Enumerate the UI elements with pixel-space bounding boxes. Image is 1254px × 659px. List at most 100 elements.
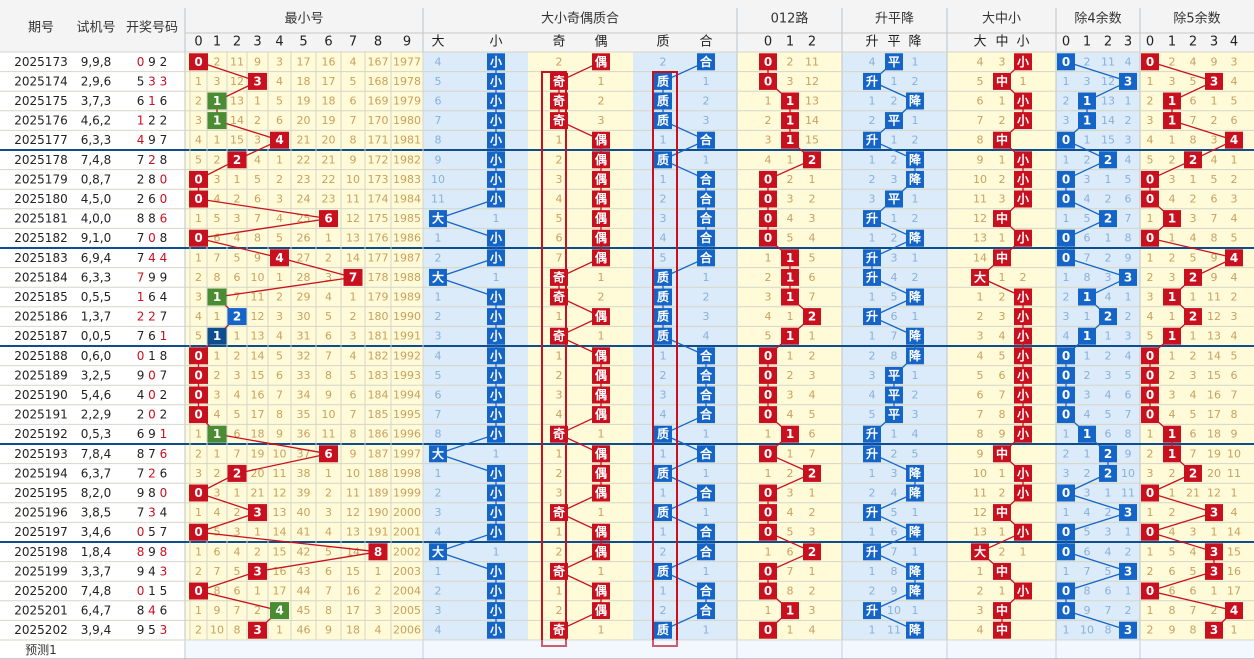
ud-marker (885, 406, 903, 424)
pc-marker (654, 425, 672, 443)
draw-digit: 0 (144, 368, 155, 382)
pc-label: 合 (700, 191, 713, 206)
min-number-marker (343, 268, 363, 286)
pc-miss: 4 (660, 408, 667, 421)
pc-marker (697, 249, 715, 267)
draw-number: 1 6 4 (137, 290, 168, 304)
mod5-miss: 11 (1227, 467, 1241, 480)
min-miss: 3 (325, 506, 332, 519)
min-miss: 3 (195, 467, 202, 480)
mod4-marker (1057, 131, 1075, 149)
mod5-label: 2 (1189, 270, 1197, 284)
bms-miss: 5 (999, 349, 1006, 362)
draw-digit: 1 (144, 94, 155, 108)
mod4-marker (1078, 112, 1096, 130)
bms-marker (1014, 151, 1032, 169)
mod5-miss: 2 (1211, 114, 1218, 127)
min-miss: 9 (276, 428, 283, 441)
oe-marker (592, 170, 610, 188)
min-miss: 5 (234, 251, 241, 264)
mod4-miss: 1 (1063, 212, 1070, 225)
bms-miss: 2 (999, 545, 1006, 558)
r012-miss: 5 (787, 526, 794, 539)
oe-miss: 1 (598, 624, 605, 637)
min-miss: 2 (254, 114, 261, 127)
min-number-label: 4 (275, 251, 283, 265)
min-miss: 9 (325, 389, 332, 402)
min-miss: 7 (234, 291, 241, 304)
ud-label: 升 (866, 269, 878, 284)
min-miss: 6 (214, 545, 221, 558)
ud-marker (906, 151, 924, 169)
mod5-miss: 1 (1231, 624, 1238, 637)
ud-marker (863, 445, 881, 463)
min-miss: 26 (297, 232, 311, 245)
r012-label: 0 (764, 55, 772, 69)
ud-miss: 11 (887, 624, 901, 637)
pc-miss: 3 (660, 212, 667, 225)
draw-digit: 6 (137, 94, 145, 108)
min-miss: 2 (195, 624, 202, 637)
min-miss: 1979 (393, 95, 421, 108)
ud-miss: 7 (891, 545, 898, 558)
period-cell: 2025189 (14, 368, 67, 382)
pc-label: 质 (657, 563, 669, 578)
mod5-miss: 11 (1207, 291, 1221, 304)
pc-miss: 5 (660, 251, 667, 264)
r012-miss: 4 (787, 408, 794, 421)
mod5-marker (1205, 504, 1223, 522)
min-number-marker (189, 523, 208, 541)
trial-cell: 3,8,5 (81, 506, 112, 520)
mod4-label: 0 (1062, 55, 1070, 69)
subheader-min-5: 5 (299, 35, 307, 50)
bms-miss: 3 (999, 193, 1006, 206)
min-number-marker (227, 464, 247, 482)
min-miss: 11 (322, 428, 336, 441)
bs-label: 小 (490, 152, 502, 167)
mod4-miss: 4 (1125, 349, 1132, 362)
bms-marker (993, 562, 1011, 580)
bms-marker (1014, 229, 1032, 247)
mod5-miss: 15 (1207, 369, 1221, 382)
mod4-miss: 12 (1101, 75, 1115, 88)
mod4-miss: 7 (1084, 251, 1091, 264)
r012-miss: 12 (805, 75, 819, 88)
mod5-miss: 9 (1211, 55, 1218, 68)
pc-marker (654, 464, 672, 482)
min-miss: 2001 (393, 526, 421, 539)
bms-miss: 10 (973, 467, 987, 480)
bs-label: 小 (490, 230, 502, 245)
pc-miss: 1 (703, 506, 710, 519)
min-miss: 45 (297, 604, 311, 617)
mod4-miss: 1 (1125, 585, 1132, 598)
mod5-miss: 1 (1190, 173, 1197, 186)
r012-marker (803, 308, 821, 326)
pc-miss: 4 (660, 232, 667, 245)
mod5-label: 0 (1146, 486, 1154, 500)
mod5-marker (1225, 131, 1243, 149)
min-miss: 4 (325, 526, 332, 539)
bs-marker (487, 366, 505, 384)
r012-label: 2 (808, 310, 816, 324)
mod4-marker (1057, 347, 1075, 365)
oe-marker (592, 229, 610, 247)
mod4-miss: 2 (1125, 545, 1132, 558)
min-number-marker (189, 406, 208, 424)
bms-miss: 1 (977, 291, 984, 304)
bs-label: 小 (490, 387, 502, 402)
min-miss: 5 (214, 526, 221, 539)
draw-number: 1 2 2 (137, 114, 168, 128)
pc-label: 质 (657, 328, 669, 343)
mod4-marker (1057, 523, 1075, 541)
min-miss: 5 (234, 565, 241, 578)
mod4-miss: 1 (1063, 428, 1070, 441)
pc-marker (654, 621, 672, 639)
trial-cell: 7,4,8 (81, 584, 112, 598)
draw-digit: 9 (137, 623, 145, 637)
bms-marker (993, 602, 1011, 620)
r012-miss: 2 (787, 173, 794, 186)
subheader-mod5-1: 1 (1168, 35, 1176, 50)
mod4-label: 0 (1062, 604, 1070, 618)
mod5-label: 0 (1146, 584, 1154, 598)
bms-miss: 1 (999, 467, 1006, 480)
